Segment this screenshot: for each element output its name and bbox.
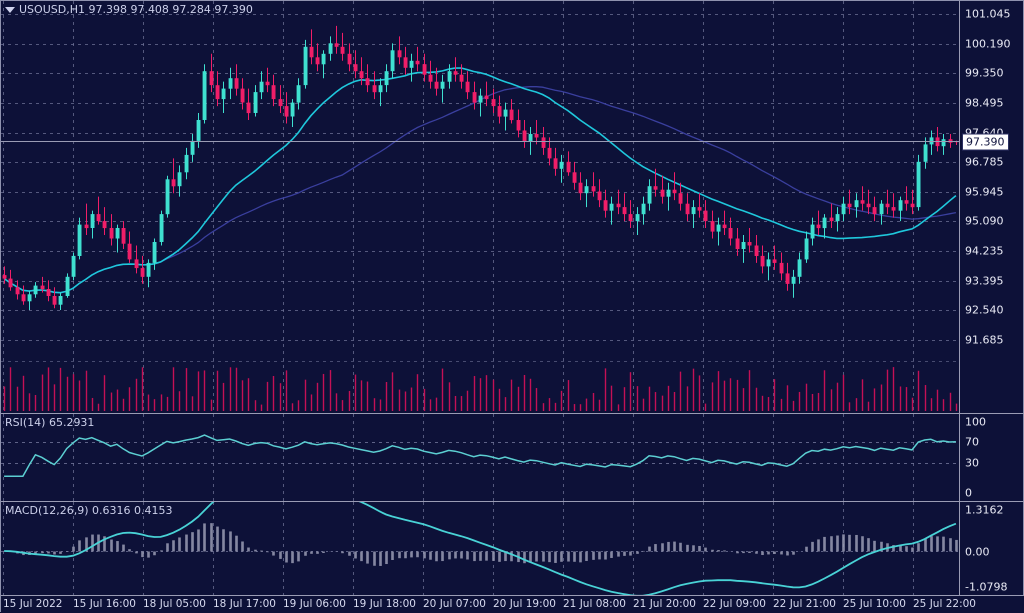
price-axis-label: 95.945 — [965, 185, 1004, 199]
rsi-axis-label: 100 — [965, 415, 986, 429]
price-panel[interactable]: USOUSD,H1 97.398 97.408 97.284 97.390 10… — [1, 1, 1024, 413]
time-axis-label: 21 Jul 20:00 — [633, 598, 696, 610]
rsi-axis-label: 30 — [965, 456, 979, 470]
price-axis-label: 92.540 — [965, 303, 1004, 317]
price-axis-label: 91.685 — [965, 333, 1004, 347]
macd-plot[interactable] — [1, 502, 959, 595]
price-axis-label: 101.045 — [965, 7, 1011, 21]
price-axis-label: 94.235 — [965, 244, 1004, 258]
time-axis-label: 22 Jul 21:00 — [773, 598, 836, 610]
price-axis-label: 100.190 — [965, 37, 1011, 51]
rsi-axis[interactable]: 100 70 30 0 — [959, 414, 1024, 501]
price-axis-label: 95.090 — [965, 214, 1004, 228]
price-axis-label: 93.395 — [965, 274, 1004, 287]
current-price-label: 97.390 — [962, 133, 1009, 150]
macd-axis-label: 0.00 — [965, 545, 990, 558]
chevron-down-icon[interactable] — [5, 7, 15, 13]
chart-header-text: USOUSD,H1 97.398 97.408 97.284 97.390 — [19, 3, 253, 16]
price-axis[interactable]: 101.045 100.190 99.350 98.495 97.640 96.785 95… — [959, 1, 1024, 413]
price-axis-label: 97.640 — [965, 127, 1004, 138]
rsi-axis-label: 70 — [965, 435, 979, 449]
rsi-axis-label: 0 — [965, 486, 972, 500]
time-axis-label: 20 Jul 07:00 — [423, 598, 486, 610]
macd-axis-label: -1.0798 — [965, 580, 1008, 594]
time-axis-label: 25 Jul 22:00 — [913, 598, 976, 610]
time-axis-label: 18 Jul 17:00 — [213, 598, 276, 610]
price-axis-label: 96.785 — [965, 155, 1004, 169]
time-axis-label: 15 Jul 16:00 — [73, 598, 136, 610]
price-axis-label: 99.350 — [965, 66, 1004, 80]
time-axis-label: 18 Jul 05:00 — [143, 598, 206, 610]
time-axis-label: 15 Jul 2022 — [3, 598, 63, 610]
chart-header: USOUSD,H1 97.398 97.408 97.284 97.390 — [5, 3, 253, 16]
macd-panel[interactable]: MACD(12,26,9) 0.6316 0.4153 1.3162 0.00 -1… — [1, 501, 1024, 595]
macd-axis[interactable]: 1.3162 0.00 -1.0798 — [959, 502, 1024, 595]
price-plot[interactable] — [1, 1, 959, 413]
time-axis-label: 19 Jul 06:00 — [283, 598, 346, 610]
time-axis-label: 20 Jul 19:00 — [493, 598, 556, 610]
time-axis-label: 19 Jul 18:00 — [353, 598, 416, 610]
time-axis[interactable]: 15 Jul 2022 15 Jul 16:00 18 Jul 05:00 18 Ju… — [1, 595, 1024, 613]
price-axis-label: 98.495 — [965, 96, 1004, 110]
time-axis-label: 21 Jul 08:00 — [563, 598, 626, 610]
time-axis-label: 25 Jul 10:00 — [843, 598, 906, 610]
rsi-panel[interactable]: RSI(14) 65.2931 100 70 30 0 — [1, 413, 1024, 501]
rsi-plot[interactable] — [1, 414, 959, 501]
rsi-label: RSI(14) 65.2931 — [5, 416, 95, 429]
macd-axis-label: 1.3162 — [965, 503, 1004, 517]
time-axis-label: 22 Jul 09:00 — [703, 598, 766, 610]
macd-label: MACD(12,26,9) 0.6316 0.4153 — [5, 504, 173, 517]
